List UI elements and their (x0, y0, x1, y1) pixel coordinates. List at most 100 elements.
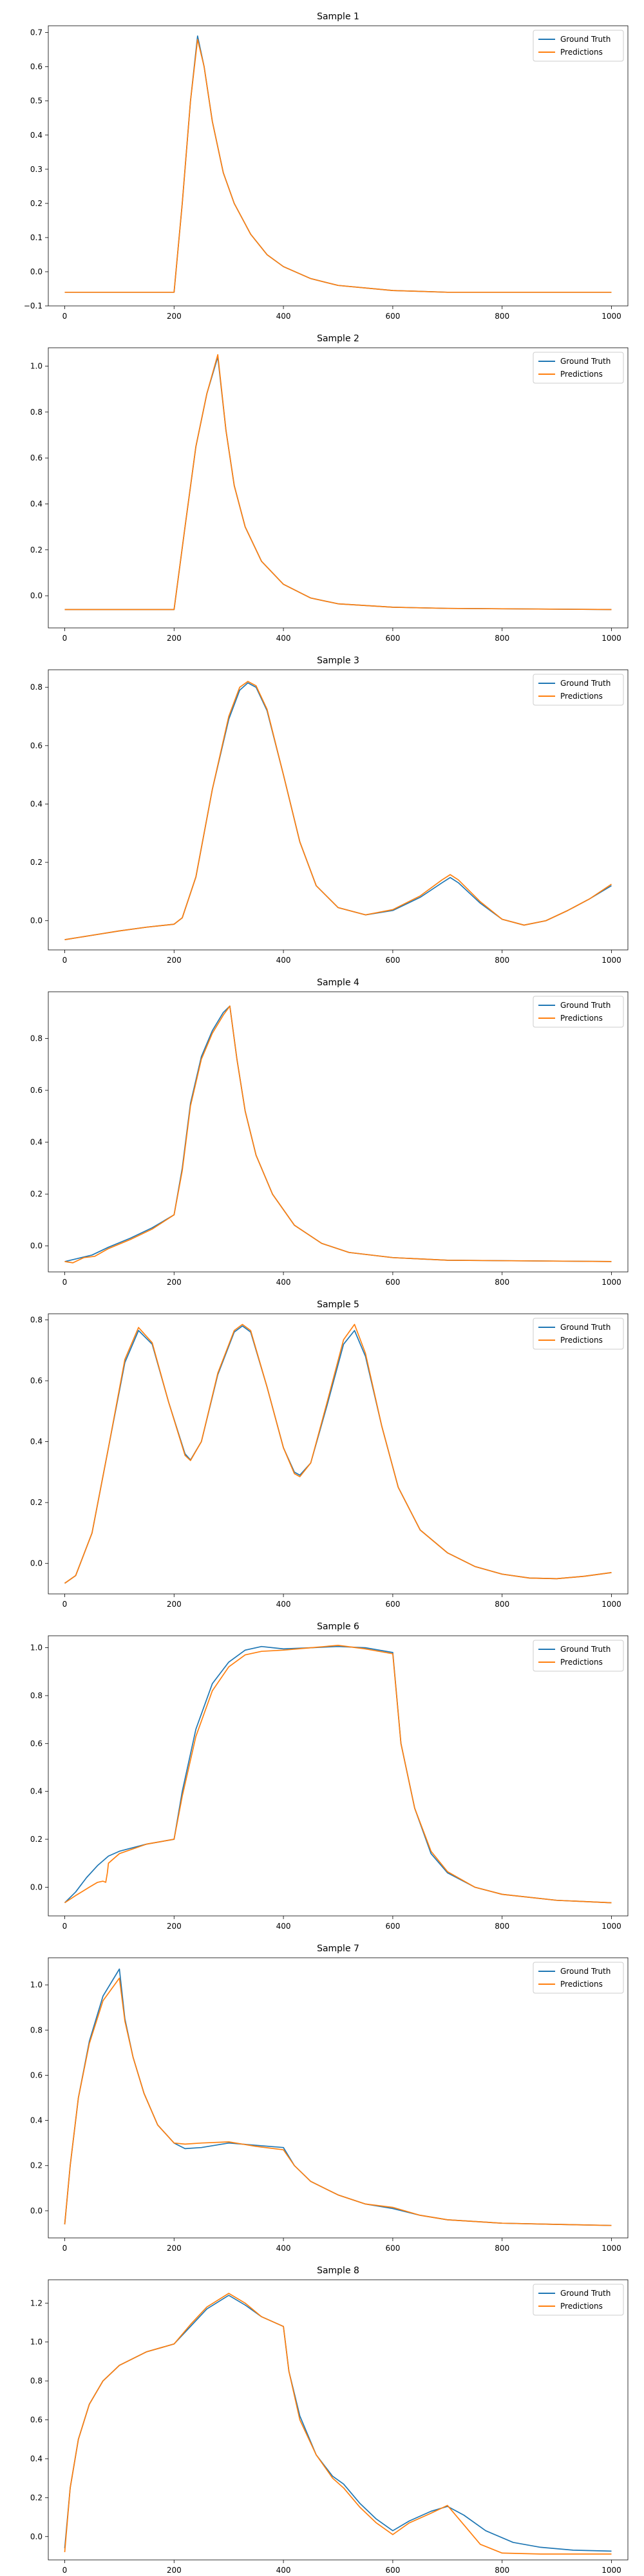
x-tick-label: 600 (385, 2566, 400, 2575)
y-tick-label: 0.6 (30, 453, 43, 462)
legend: Ground Truth Predictions (533, 1962, 624, 1994)
x-tick-label: 800 (495, 1278, 509, 1287)
legend: Ground Truth Predictions (533, 352, 624, 384)
x-tick-label: 400 (276, 956, 291, 965)
y-tick-label: 1.0 (30, 362, 43, 371)
y-tick-label: 0.7 (30, 28, 43, 37)
legend-label: Ground Truth (560, 679, 611, 688)
y-tick-label: 1.2 (30, 2298, 43, 2307)
series-line-ground-truth (64, 1005, 612, 1262)
y-tick-label: 0.0 (30, 1242, 43, 1251)
x-tick-label: 400 (276, 312, 291, 321)
legend-label: Ground Truth (560, 1967, 611, 1976)
series-line-ground-truth (64, 1968, 612, 2226)
legend-label: Predictions (560, 1980, 603, 1989)
chart-title: Sample 1 (317, 12, 359, 22)
x-tick-label: 200 (167, 1600, 182, 1609)
y-tick-label: 0.4 (30, 1138, 43, 1147)
legend: Ground Truth Predictions (533, 1640, 624, 1672)
legend-label: Ground Truth (560, 357, 611, 366)
legend-label: Predictions (560, 1014, 603, 1023)
y-tick-label: 0.4 (30, 2116, 43, 2125)
legend-box (533, 996, 624, 1028)
legend: Ground Truth Predictions (533, 996, 624, 1028)
x-tick-label: 1000 (601, 634, 621, 643)
y-tick-label: 0.6 (30, 62, 43, 71)
x-tick-label: 600 (385, 1278, 400, 1287)
y-tick-label: 0.6 (30, 2416, 43, 2425)
x-tick-label: 800 (495, 2244, 509, 2253)
plot-area-frame (48, 2279, 629, 2561)
legend: Ground Truth Predictions (533, 2284, 624, 2316)
x-tick-label: 400 (276, 1278, 291, 1287)
legend-label: Ground Truth (560, 1645, 611, 1654)
y-tick-label: 0.0 (30, 2532, 43, 2541)
y-tick-label: 1.0 (30, 1980, 43, 1989)
plot-area-frame (48, 669, 629, 951)
legend-box (533, 2284, 624, 2316)
series-line-predictions (64, 1005, 612, 1264)
y-tick-label: 0.0 (30, 2206, 43, 2215)
x-tick-label: 1000 (601, 1600, 621, 1609)
legend-label: Predictions (560, 1336, 603, 1345)
series-line-ground-truth (64, 2295, 612, 2552)
legend-label: Ground Truth (560, 1323, 611, 1332)
x-tick-label: 0 (62, 1922, 68, 1931)
series-line-predictions (64, 1323, 612, 1584)
x-tick-label: 600 (385, 1922, 400, 1931)
x-tick-label: 400 (276, 2244, 291, 2253)
y-tick-label: 0.4 (30, 2454, 43, 2463)
plot-area-frame (48, 1635, 629, 1917)
plot-area-frame (48, 991, 629, 1273)
y-tick-label: 0.8 (30, 1034, 43, 1043)
chart-panel-2: Sample 2 0 200 400 600 800 1000 0.0 0.2 0.4 0.6 0.8… (30, 334, 629, 643)
legend-label: Predictions (560, 692, 603, 701)
x-tick-label: 1000 (601, 956, 621, 965)
x-tick-label: 600 (385, 956, 400, 965)
legend: Ground Truth Predictions (533, 1318, 624, 1350)
chart-title: Sample 3 (317, 656, 359, 666)
y-tick-label: 0.2 (30, 2493, 43, 2502)
legend-box (533, 352, 624, 384)
y-tick-label: 0.8 (30, 2025, 43, 2034)
y-tick-label: 0.0 (30, 916, 43, 925)
x-tick-label: 200 (167, 312, 182, 321)
y-tick-label: 0.0 (30, 1559, 43, 1568)
legend-label: Predictions (560, 1658, 603, 1667)
chart-panel-7: Sample 7 0 200 400 600 800 1000 0.0 0.2 0.4 0.6 0.8… (30, 1944, 629, 2253)
y-tick-label: 1.0 (30, 1643, 43, 1653)
y-tick-label: 0.2 (30, 199, 43, 208)
x-tick-label: 1000 (601, 2566, 621, 2575)
legend-label: Predictions (560, 48, 603, 57)
x-tick-label: 0 (62, 1278, 68, 1287)
y-tick-label: 0.4 (30, 1787, 43, 1796)
series-line-predictions (64, 354, 612, 611)
y-tick-label: 0.2 (30, 545, 43, 554)
x-tick-label: 200 (167, 1278, 182, 1287)
plot-area-frame (48, 25, 629, 307)
legend-label: Ground Truth (560, 2289, 611, 2298)
legend-box (533, 1640, 624, 1672)
series-line-ground-truth (64, 682, 612, 940)
plot-area-frame (48, 1313, 629, 1595)
x-tick-label: 1000 (601, 2244, 621, 2253)
series-line-ground-truth (64, 35, 612, 293)
y-tick-label: 0.6 (30, 1739, 43, 1748)
y-tick-label: 0.8 (30, 2376, 43, 2385)
y-tick-label: 0.3 (30, 165, 43, 174)
series-line-predictions (64, 1977, 612, 2226)
legend-box (533, 30, 624, 62)
x-tick-label: 1000 (601, 1278, 621, 1287)
chart-title: Sample 7 (317, 1944, 359, 1954)
x-tick-label: 0 (62, 956, 68, 965)
y-tick-label: 0.5 (30, 97, 43, 106)
series-line-predictions (64, 681, 612, 940)
legend-box (533, 1962, 624, 1994)
y-tick-label: 0.6 (30, 1376, 43, 1385)
y-tick-label: 0.1 (30, 233, 43, 242)
y-tick-label: 0.8 (30, 1691, 43, 1700)
series-line-predictions (64, 2293, 612, 2555)
y-tick-label: 0.8 (30, 1315, 43, 1324)
legend-label: Predictions (560, 2302, 603, 2311)
